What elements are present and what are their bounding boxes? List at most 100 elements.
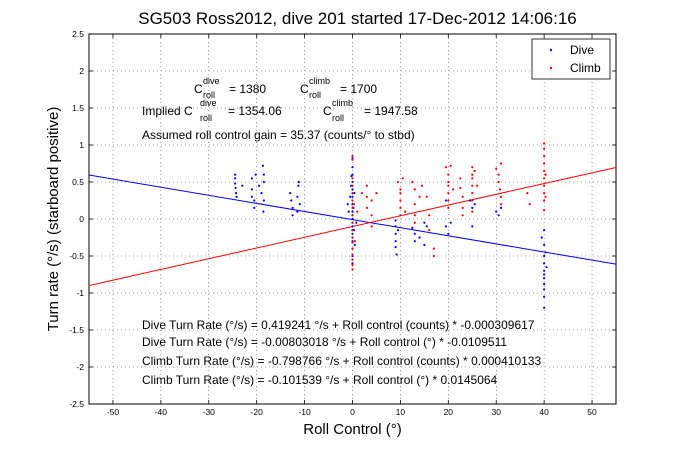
implied-dive-superscript: dive bbox=[200, 98, 217, 108]
dive-point bbox=[394, 225, 397, 228]
dive-point bbox=[543, 269, 546, 272]
grid bbox=[89, 33, 616, 405]
climb-point bbox=[499, 203, 503, 206]
y-tick-label: 2 bbox=[79, 66, 84, 76]
dive-point bbox=[395, 253, 398, 256]
axis-ticks: -50 -40 -30 -20 -10 0 10 20 30 40 50-2.5-2-1.5-1-0… bbox=[69, 29, 616, 417]
climb-point bbox=[351, 229, 354, 232]
climb-point bbox=[452, 188, 455, 191]
climb-point bbox=[351, 258, 354, 261]
dive-point bbox=[444, 199, 448, 202]
climb-point bbox=[351, 199, 354, 202]
dive-point bbox=[291, 206, 294, 209]
dive-point bbox=[234, 173, 237, 176]
dive-point bbox=[296, 195, 299, 198]
climb-point bbox=[375, 192, 378, 195]
climb-point bbox=[351, 268, 354, 271]
dive-point bbox=[425, 225, 428, 228]
dive-point bbox=[250, 177, 253, 180]
x-tick-label: -20 bbox=[251, 407, 264, 417]
dive-point bbox=[351, 180, 354, 184]
dive-point bbox=[540, 236, 543, 239]
dive-point bbox=[234, 177, 237, 180]
dive-point bbox=[234, 192, 238, 195]
legend: Dive Climb bbox=[531, 38, 611, 80]
climb-point bbox=[543, 192, 546, 195]
climb-point bbox=[459, 186, 462, 190]
dive-point bbox=[353, 243, 356, 246]
dive-point bbox=[290, 199, 293, 202]
y-tick-label: -1 bbox=[76, 288, 84, 298]
dive-point bbox=[351, 188, 354, 191]
x-tick-label: 50 bbox=[587, 407, 597, 417]
climb-point bbox=[447, 184, 450, 187]
dive-point bbox=[351, 210, 354, 213]
c-dive-subscript: roll bbox=[203, 90, 215, 100]
climb-point bbox=[370, 214, 373, 217]
climb-point bbox=[498, 188, 502, 191]
climb-point bbox=[543, 199, 546, 202]
dive-point bbox=[411, 226, 414, 229]
climb-point bbox=[360, 192, 364, 195]
climb-point bbox=[351, 263, 354, 266]
dive-point bbox=[543, 283, 546, 286]
c-climb-label: C bbox=[300, 82, 309, 96]
dive-point bbox=[394, 240, 397, 243]
dive-point bbox=[394, 232, 397, 235]
dive-point bbox=[543, 273, 546, 276]
dive-point bbox=[473, 203, 476, 206]
x-tick-label: 0 bbox=[350, 407, 355, 417]
climb-point bbox=[495, 167, 498, 170]
climb-point bbox=[365, 195, 368, 198]
c-dive-label: C bbox=[194, 82, 203, 96]
climb-point bbox=[499, 195, 503, 198]
x-tick-label: -30 bbox=[203, 407, 216, 417]
chart-title: SG503 Ross2012, dive 201 started 17-Dec-… bbox=[138, 9, 577, 28]
climb-point bbox=[543, 155, 546, 158]
climb-point bbox=[351, 241, 354, 244]
legend-dive-label: Dive bbox=[570, 43, 594, 57]
dive-point bbox=[351, 232, 354, 235]
y-axis-label: Turn rate (°/s) (starboard positive) bbox=[45, 107, 62, 332]
climb-point bbox=[411, 180, 414, 184]
dive-point bbox=[423, 221, 426, 224]
fit-equations: Dive Turn Rate (°/s) = 0.419241 °/s + Ro… bbox=[142, 318, 541, 387]
dive-point bbox=[296, 210, 299, 213]
dive-point bbox=[297, 184, 300, 187]
climb-point bbox=[425, 195, 428, 198]
implied-climb-subscript: roll bbox=[332, 113, 344, 123]
dive-point bbox=[394, 219, 397, 222]
implied-dive-value: = 1354.06 bbox=[228, 104, 282, 118]
dive-point bbox=[447, 232, 450, 235]
dive-point bbox=[262, 210, 265, 213]
climb-point bbox=[471, 210, 474, 213]
c-climb-superscript: climb bbox=[309, 76, 330, 86]
climb-point bbox=[428, 229, 431, 232]
y-tick-label: 1.5 bbox=[72, 103, 84, 113]
climb-point bbox=[461, 195, 464, 198]
dive-point bbox=[544, 251, 547, 254]
y-tick-label: -2 bbox=[76, 362, 84, 372]
x-tick-label: 40 bbox=[539, 407, 549, 417]
climb-point bbox=[351, 177, 354, 180]
dive-point bbox=[235, 195, 238, 198]
climb-point bbox=[449, 164, 452, 167]
climb-point bbox=[461, 214, 464, 217]
c-dive-value: = 1380 bbox=[229, 82, 266, 96]
dive-point bbox=[543, 262, 546, 265]
climb-point bbox=[543, 209, 546, 212]
dive-point bbox=[394, 246, 397, 249]
climb-point bbox=[351, 221, 354, 224]
legend-dive-marker bbox=[549, 48, 553, 52]
climb-point bbox=[413, 188, 416, 191]
c-dive-superscript: dive bbox=[203, 76, 220, 86]
dive-point bbox=[254, 173, 257, 176]
climb-point bbox=[399, 206, 402, 209]
x-tick-label: 20 bbox=[444, 407, 454, 417]
climb-point bbox=[543, 169, 546, 172]
dive-point bbox=[543, 229, 546, 232]
dive-point bbox=[234, 186, 237, 190]
climb-point bbox=[399, 192, 402, 195]
dive-point bbox=[413, 240, 416, 243]
climb-point bbox=[544, 195, 547, 198]
